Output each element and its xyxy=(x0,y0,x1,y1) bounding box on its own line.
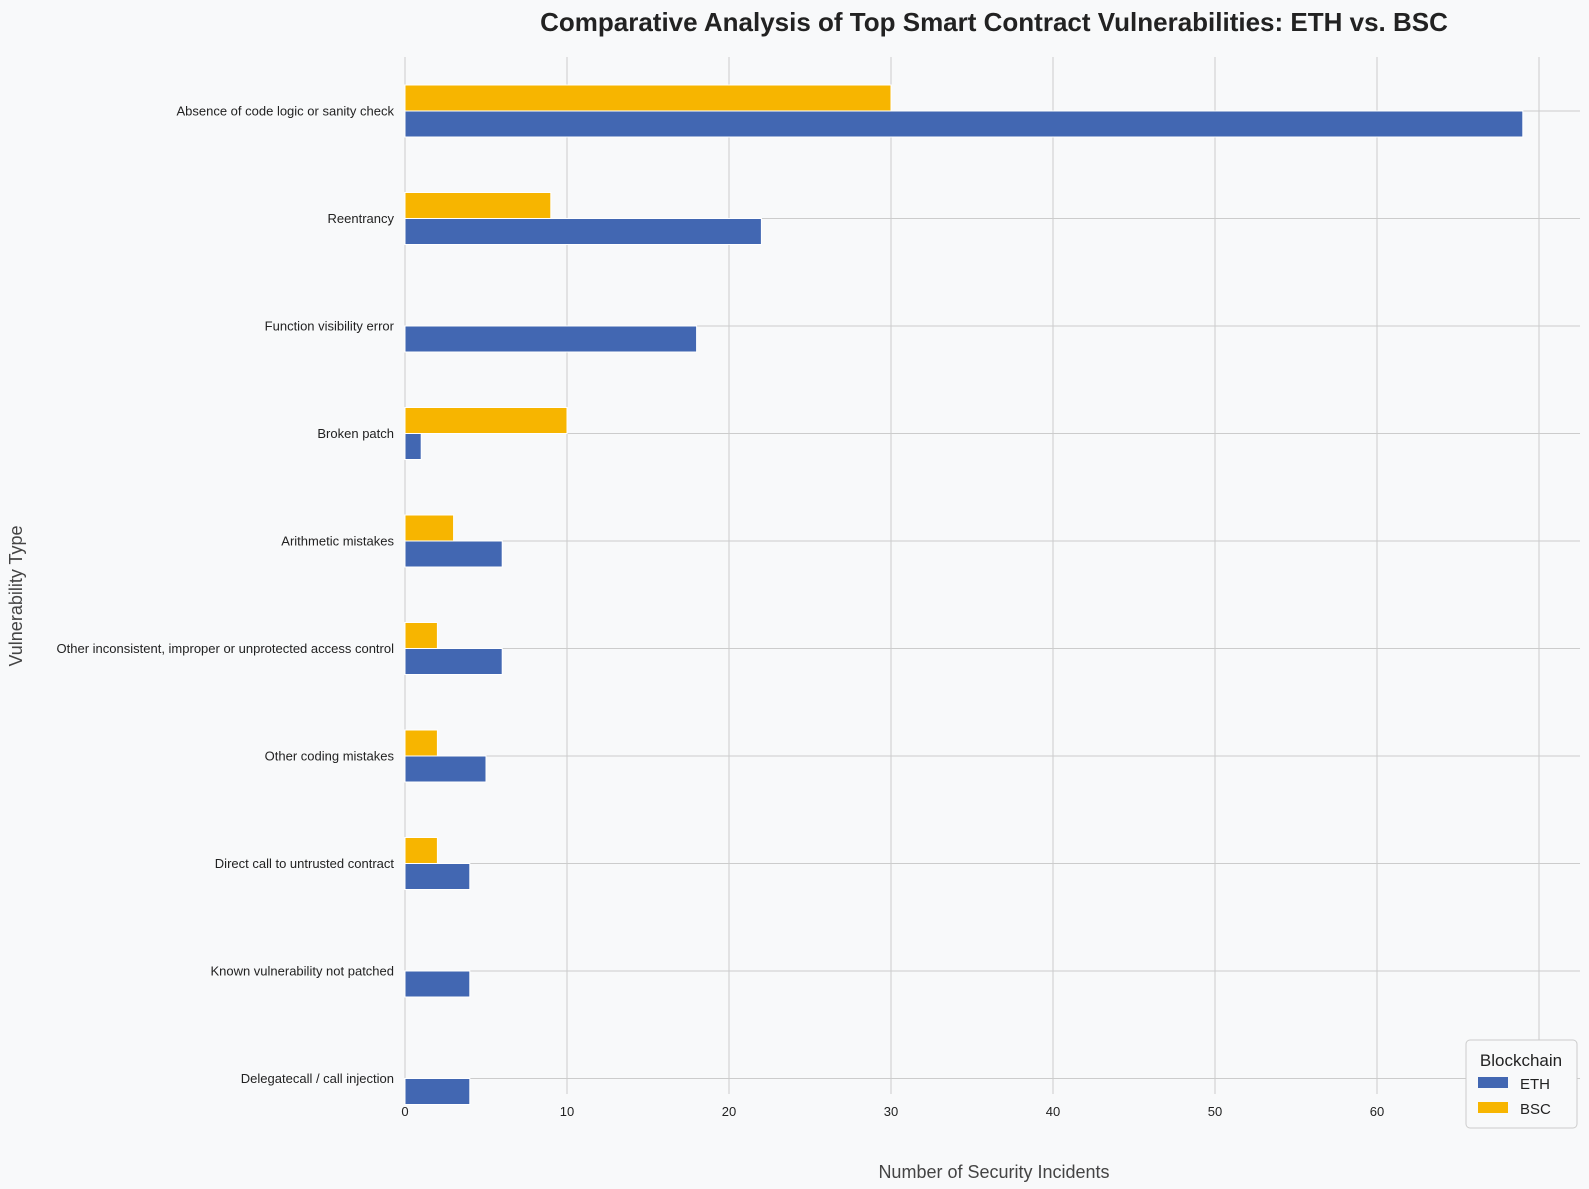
bar-bsc xyxy=(404,407,568,434)
bar-eth xyxy=(404,218,762,245)
bar-bsc xyxy=(404,514,455,542)
bar-eth xyxy=(404,755,487,783)
y-axis-ticks: Absence of code logic or sanity check Ree… xyxy=(57,104,395,1087)
x-tick-label: 40 xyxy=(1046,1104,1060,1119)
y-tick-label: Known vulnerability not patched xyxy=(210,964,394,979)
bar-bsc xyxy=(404,192,552,219)
y-tick-label: Other inconsistent, improper or unprotec… xyxy=(57,641,395,656)
bar-eth xyxy=(404,325,698,353)
bar-bsc xyxy=(404,84,892,112)
bar-bsc xyxy=(404,622,438,649)
y-tick-label: Other coding mistakes xyxy=(265,749,395,764)
bar-eth xyxy=(404,540,503,568)
x-tick-label: 60 xyxy=(1370,1104,1384,1119)
bars xyxy=(404,84,1524,1105)
y-tick-label: Direct call to untrusted contract xyxy=(215,856,395,871)
legend-label-bsc: BSC xyxy=(1520,1101,1551,1118)
legend-swatch-eth xyxy=(1478,1077,1508,1088)
bar-eth xyxy=(404,110,1524,138)
legend-swatch-bsc xyxy=(1478,1102,1508,1113)
y-tick-label: Reentrancy xyxy=(328,211,395,226)
bar-bsc xyxy=(404,837,438,864)
bar-eth xyxy=(404,648,503,675)
x-axis-label: Number of Security Incidents xyxy=(878,1162,1109,1182)
bar-eth xyxy=(404,433,422,460)
x-tick-label: 20 xyxy=(722,1104,736,1119)
y-tick-label: Arithmetic mistakes xyxy=(281,534,394,549)
y-tick-label: Delegatecall / call injection xyxy=(241,1071,394,1086)
x-tick-label: 10 xyxy=(560,1104,574,1119)
y-tick-label: Absence of code logic or sanity check xyxy=(176,104,394,119)
legend-title: Blockchain xyxy=(1480,1051,1562,1070)
y-tick-label: Function visibility error xyxy=(265,319,395,334)
legend-label-eth: ETH xyxy=(1520,1076,1550,1093)
legend: Blockchain ETH BSC xyxy=(1465,1039,1578,1129)
x-tick-label: 30 xyxy=(884,1104,898,1119)
x-tick-label: 0 xyxy=(401,1104,408,1119)
bar-eth xyxy=(404,1078,471,1105)
y-axis-label: Vulnerability Type xyxy=(6,525,26,666)
y-tick-label: Broken patch xyxy=(317,426,394,441)
bar-eth xyxy=(404,970,471,998)
bar-eth xyxy=(404,863,471,890)
chart-title: Comparative Analysis of Top Smart Contra… xyxy=(540,7,1448,37)
bar-bsc xyxy=(404,729,438,757)
x-tick-label: 50 xyxy=(1208,1104,1222,1119)
